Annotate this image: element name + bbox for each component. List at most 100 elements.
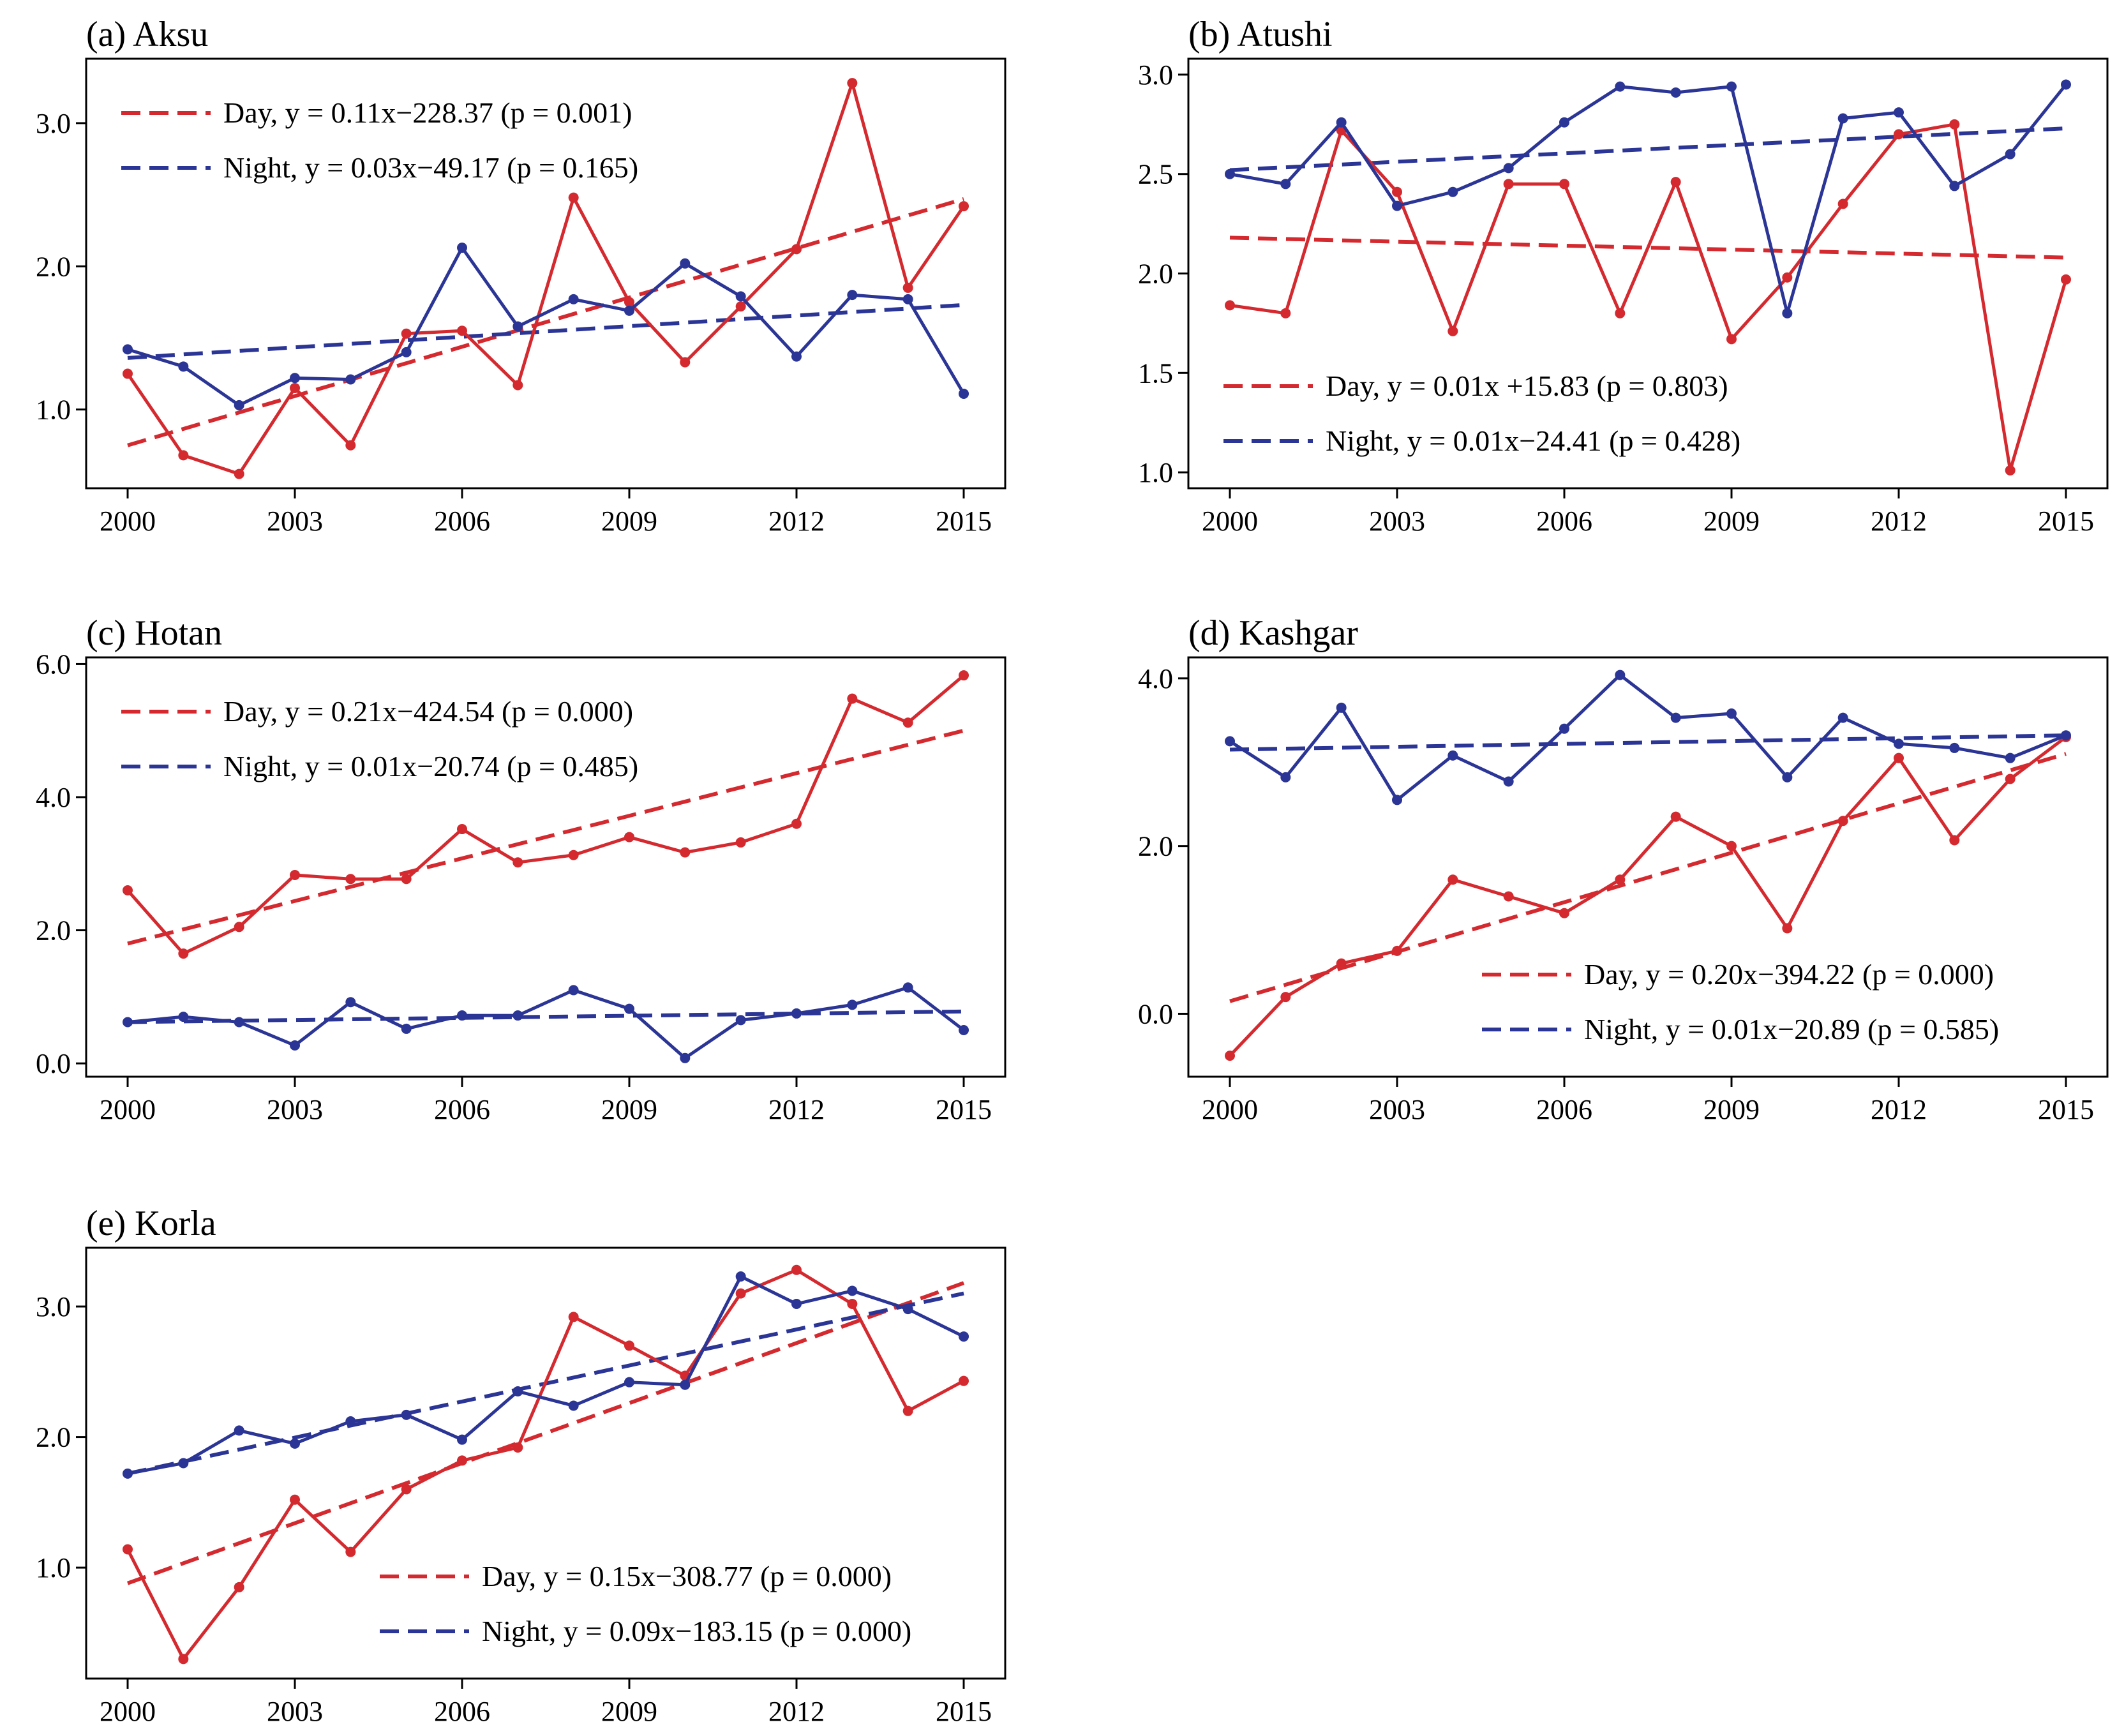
data-point-night (123, 344, 133, 355)
data-point-night (2061, 79, 2071, 90)
data-point-day (735, 301, 746, 312)
data-point-night (959, 1025, 969, 1035)
data-point-night (1225, 168, 1235, 179)
data-point-day (123, 1544, 133, 1555)
data-point-night (791, 351, 802, 362)
x-tick-label: 2012 (768, 1696, 825, 1727)
data-point-day (959, 1375, 969, 1386)
data-point-day (401, 1484, 412, 1495)
data-point-day (178, 948, 189, 959)
data-point-day (123, 368, 133, 379)
data-point-night (1225, 736, 1235, 747)
data-point-night (345, 1416, 356, 1427)
data-point-night (1949, 181, 1960, 191)
data-point-night (345, 374, 356, 385)
data-point-day (290, 870, 300, 881)
data-point-night (1670, 712, 1681, 723)
x-tick-label: 2003 (267, 1696, 323, 1727)
series-line-day (126, 81, 966, 476)
y-tick-label: 4.0 (1138, 663, 1173, 694)
data-point-day (2061, 274, 2071, 285)
data-point-night (2005, 149, 2016, 160)
data-point-day (345, 1546, 356, 1557)
x-tick-label: 2012 (768, 505, 825, 537)
data-point-night (791, 1298, 802, 1309)
data-point-night (624, 305, 634, 316)
y-tick-label: 3.0 (36, 108, 71, 139)
y-tick-label: 2.0 (36, 915, 71, 947)
data-point-day (1615, 874, 1626, 885)
series-line-night (1229, 673, 2067, 802)
data-point-night (568, 985, 579, 996)
data-point-night (568, 1400, 579, 1411)
x-tick-label: 2012 (768, 1094, 825, 1125)
series-line-day (1229, 735, 2067, 1057)
x-tick-label: 2012 (1871, 1094, 1927, 1125)
x-tick-label: 2009 (1703, 1094, 1760, 1125)
data-point-day (345, 874, 356, 885)
series-line-day (126, 1268, 965, 1661)
data-point-day (1336, 958, 1347, 969)
data-point-night (512, 1386, 523, 1396)
data-point-night (1392, 795, 1402, 805)
data-point-day (624, 1340, 634, 1351)
data-point-day (680, 847, 691, 858)
data-point-day (735, 837, 746, 848)
data-point-night (1894, 738, 1904, 749)
data-point-day (847, 78, 858, 89)
data-point-day (959, 201, 969, 212)
legend-label-day: Day, y = 0.11x−228.37 (p = 0.001) (223, 96, 632, 129)
data-point-day (1949, 119, 1960, 130)
panel-3: (c) Hotan 2000 2003 2006 2009 2012 2015 0.0 2.0 4… (36, 613, 1006, 1125)
data-point-day (1447, 874, 1458, 885)
data-point-day (1392, 945, 1402, 956)
data-point-night (1280, 772, 1291, 782)
data-point-day (1503, 891, 1514, 902)
data-point-day (1782, 923, 1793, 934)
data-point-night (1392, 200, 1402, 211)
data-point-night (1726, 708, 1737, 719)
x-tick-label: 2009 (601, 1696, 657, 1727)
legend-label-day: Day, y = 0.01x +15.83 (p = 0.803) (1326, 370, 1728, 402)
x-tick-label: 2012 (1871, 505, 1927, 537)
data-point-day (457, 326, 467, 336)
x-tick-label: 2000 (1202, 505, 1258, 537)
data-point-night (457, 1010, 467, 1021)
data-point-night (1894, 107, 1904, 118)
data-point-day (1280, 992, 1291, 1003)
data-point-day (1726, 334, 1737, 345)
data-point-day (902, 1405, 913, 1416)
legend-label-night: Night, y = 0.03x−49.17 (p = 0.165) (223, 151, 638, 184)
axes-frame (85, 656, 1006, 1078)
x-tick-label: 2000 (100, 505, 156, 537)
data-point-day (512, 857, 523, 868)
data-point-day (1503, 179, 1514, 190)
data-point-day (1392, 186, 1402, 197)
data-point-night (512, 1010, 523, 1021)
data-point-day (2005, 465, 2016, 475)
data-point-day (234, 468, 244, 479)
data-point-day (1670, 177, 1681, 188)
x-tick-label: 2006 (1536, 505, 1592, 537)
data-point-night (902, 294, 913, 304)
legend: Day, y = 0.01x +15.83 (p = 0.803) Night, … (1223, 370, 1740, 457)
data-point-night (290, 373, 300, 384)
data-point-day (1559, 908, 1569, 918)
x-tick-label: 2006 (434, 1094, 490, 1125)
y-tick-label: 1.0 (36, 394, 71, 426)
data-point-day (1225, 1051, 1235, 1061)
data-point-night (1503, 163, 1514, 174)
data-point-night (1726, 81, 1737, 92)
panel-1: (a) Aksu 2000 2003 2006 2009 2012 2015 1.0 2.0 3.… (36, 15, 1006, 537)
data-point-night (1559, 723, 1569, 734)
data-point-day (1559, 179, 1569, 190)
data-point-night (1280, 179, 1291, 190)
data-point-night (401, 347, 412, 357)
legend: Day, y = 0.20x−394.22 (p = 0.000) Night, … (1482, 958, 1999, 1045)
data-point-night (512, 321, 523, 332)
data-point-night (178, 1012, 189, 1022)
data-point-day (902, 282, 913, 293)
data-point-night (791, 1008, 802, 1019)
data-point-night (1615, 670, 1626, 680)
data-point-night (959, 388, 969, 399)
